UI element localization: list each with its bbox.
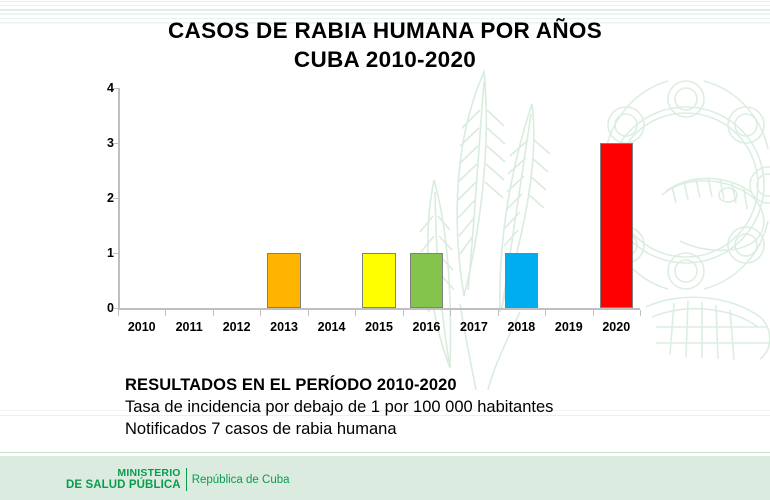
y-axis-tick-label: 0 (107, 301, 114, 315)
x-axis-category-label: 2018 (507, 320, 536, 334)
minsap-logo: MINISTERIO DE SALUD PÚBLICA República de… (66, 467, 290, 491)
x-axis-category-label: 2012 (222, 320, 251, 334)
x-axis-tick-mark (212, 310, 214, 316)
y-axis-tick-mark (113, 143, 118, 144)
x-axis-tick-mark (402, 310, 404, 316)
x-axis-category-label: 2017 (460, 320, 488, 334)
x-axis-line (118, 308, 640, 310)
y-axis-tick-mark (113, 253, 118, 254)
x-axis-tick-mark (497, 310, 499, 316)
logo-line-1: MINISTERIO (117, 467, 181, 479)
y-axis-tick-label: 2 (107, 191, 114, 205)
results-line-2: Notificados 7 casos de rabia humana (125, 420, 397, 438)
x-axis-category-label: 2016 (412, 320, 441, 334)
chart-bar (599, 143, 633, 308)
x-axis-category-label: 2011 (175, 320, 203, 334)
chart-bar (504, 253, 538, 308)
x-axis-tick-mark (165, 310, 167, 316)
footer-band (0, 456, 770, 500)
results-heading: RESULTADOS EN EL PERÍODO 2010-2020 (125, 376, 457, 394)
results-line-1: Tasa de incidencia por debajo de 1 por 1… (125, 398, 554, 416)
x-axis-category-label: 2014 (317, 320, 346, 334)
chart-bar (409, 253, 444, 308)
y-axis-tick-label: 3 (107, 136, 114, 150)
x-axis-tick-mark (545, 310, 547, 316)
chart-bar (267, 253, 301, 308)
y-axis-line (118, 88, 120, 310)
chart-plot-area: 0 1 2 3 4 2010 2011 2012 2013 2014 2015 2016 2017 201… (107, 81, 641, 334)
y-axis-tick-mark (113, 308, 118, 309)
x-axis-category-label: 2020 (602, 320, 631, 334)
bar-chart: 0 1 2 3 4 2010 2011 2012 2013 2014 2015 2016 2017 201… (0, 78, 770, 334)
title-line-1: CASOS DE RABIA HUMANA POR AÑOS (167, 18, 603, 43)
footer-divider (0, 452, 770, 453)
x-axis-category-label: 2013 (270, 320, 298, 334)
y-axis-tick-mark (113, 198, 118, 199)
x-axis-category-label: 2010 (127, 320, 156, 334)
results-block: RESULTADOS EN EL PERÍODO 2010-2020 Tasa … (125, 374, 725, 440)
x-axis-tick-mark (307, 310, 309, 316)
x-axis-tick-mark (260, 310, 262, 316)
x-axis-category-label: 2015 (365, 320, 393, 334)
y-axis-tick-mark (113, 88, 118, 89)
y-axis-tick-label: 1 (107, 246, 114, 260)
x-axis-tick-mark (640, 310, 641, 316)
chart-bar (362, 253, 396, 308)
logo-republic-label: República de Cuba (191, 473, 290, 486)
x-axis-tick-mark (592, 310, 594, 316)
title-line-2: CUBA 2010-2020 (293, 47, 477, 72)
y-axis-tick-label: 4 (107, 81, 114, 95)
logo-text-stack: MINISTERIO DE SALUD PÚBLICA (66, 467, 187, 491)
x-axis-category-label: 2019 (554, 320, 583, 334)
x-axis-tick-mark (355, 310, 357, 316)
logo-line-2: DE SALUD PÚBLICA (66, 478, 181, 491)
x-axis-tick-mark (450, 310, 452, 316)
page-title: CASOS DE RABIA HUMANA POR AÑOS CUBA 2010… (0, 16, 770, 74)
x-axis-tick-mark (118, 310, 119, 316)
